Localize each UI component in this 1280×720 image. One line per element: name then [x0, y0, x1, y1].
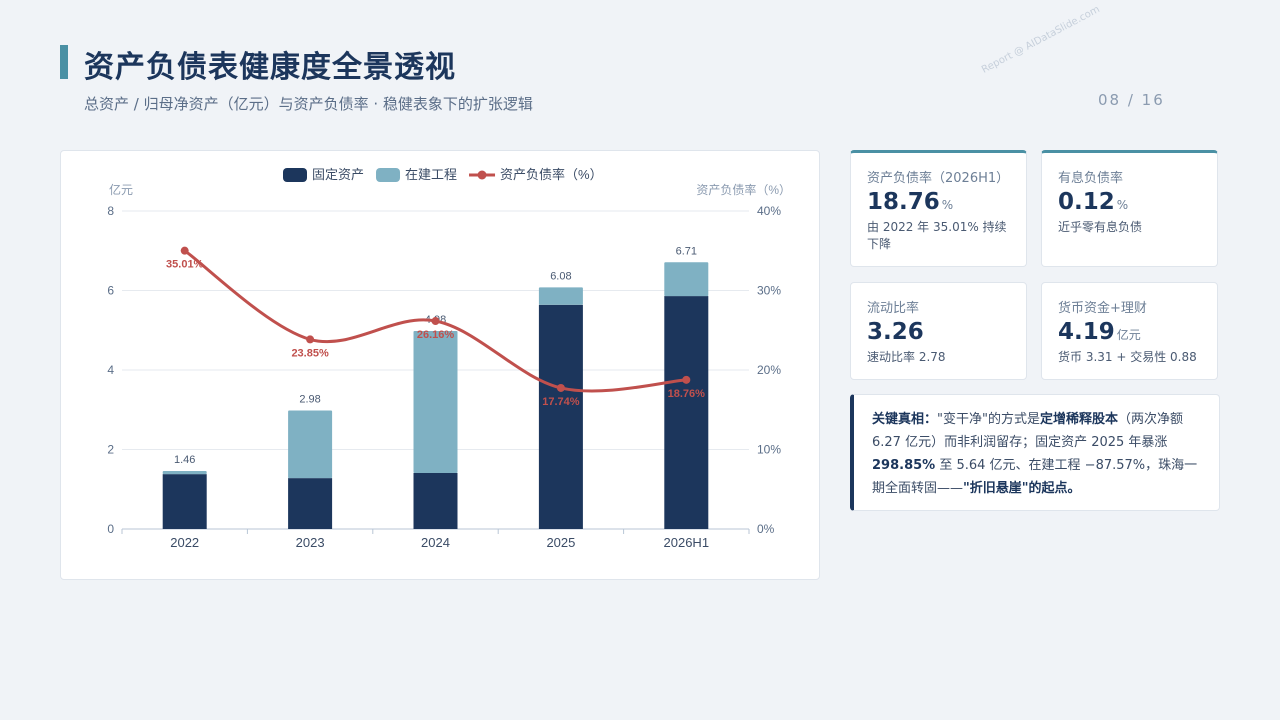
y2-tick-label: 0% [757, 522, 775, 536]
watermark: Report @ AIDataSlide.com [980, 3, 1102, 76]
y-tick-label: 8 [107, 204, 114, 218]
metric-unit: % [941, 198, 954, 212]
bar-construction [413, 331, 458, 473]
insight-emphasis: "折旧悬崖"的起点。 [963, 481, 1081, 496]
bar-fixed-assets [538, 304, 583, 529]
insight-text: （两次净额 6.27 亿元）而非利润留存；固定资产 2025 年暴涨 [872, 412, 1184, 450]
chart-card: 0 2 4 6 8 0% 10% 20% 30% 40% 亿元 资产负债率（%） 1.46 2022 2.9… [60, 150, 820, 580]
legend-label: 在建工程 [405, 167, 457, 182]
bar-total-label: 2.98 [299, 394, 320, 406]
x-tick-label: 2026H1 [664, 535, 710, 550]
metric-note: 速动比率 2.78 [867, 350, 946, 364]
legend-label: 固定资产 [312, 167, 364, 182]
metric-value-row: 18.76% [867, 189, 1010, 215]
metric-value: 0.12 [1058, 189, 1115, 215]
bar-fixed-assets [413, 472, 458, 529]
metric-label: 有息负债率 [1058, 171, 1124, 186]
page-title: 资产负债表健康度全景透视 [84, 50, 456, 85]
metric-note: 近乎零有息负债 [1058, 220, 1143, 234]
ratio-point [180, 246, 189, 255]
bar-total-label: 1.46 [174, 454, 195, 466]
y2-tick-label: 40% [757, 204, 781, 218]
ratio-point [431, 317, 440, 326]
y-tick-label: 2 [107, 443, 114, 457]
legend-marker [477, 170, 487, 180]
y2-axis-title: 资产负债率（%） [696, 182, 791, 197]
metric-unit: 亿元 [1116, 328, 1141, 342]
ratio-point [682, 375, 691, 384]
metric-card-cash: 货币资金+理财 4.19 亿元 货币 3.31 + 交易性 0.88 [1041, 282, 1218, 380]
metric-value: 18.76 [867, 189, 940, 215]
page-subtitle: 总资产 / 归母净资产（亿元）与资产负债率 · 稳健表象下的扩张逻辑 [84, 95, 533, 113]
legend-swatch [283, 168, 307, 182]
metric-label: 货币资金+理财 [1058, 301, 1147, 316]
x-tick-label: 2024 [421, 535, 450, 550]
combo-chart: 0 2 4 6 8 0% 10% 20% 30% 40% 亿元 资产负债率（%） 1.46 2022 2.9… [107, 167, 791, 550]
insight-callout: 关键真相："变干净"的方式是定增稀释股本（两次净额 6.27 亿元）而非利润留存… [850, 394, 1220, 511]
metric-card-interest-debt: 有息负债率 0.12% 近乎零有息负债 [1041, 150, 1218, 267]
metric-value-row: 3.26 [867, 319, 1010, 345]
metric-label: 资产负债率（2026H1） [867, 171, 1010, 186]
insight-emphasis: 定增稀释股本 [1039, 412, 1118, 427]
bar-construction [288, 410, 333, 479]
x-tick-label: 2025 [546, 535, 575, 550]
insight-lead: 关键真相： [872, 412, 938, 427]
bar-total-label: 6.08 [550, 270, 571, 282]
metric-value-row: 4.19 亿元 [1058, 319, 1201, 345]
bar-total-label: 6.71 [676, 245, 697, 257]
insight-text: 至 5.64 亿元、在建工程 −87.57%，珠海一期全面转固—— [872, 458, 1198, 496]
y-tick-label: 6 [107, 284, 114, 298]
bar-fixed-assets [288, 478, 333, 529]
legend-label: 资产负债率（%） [500, 167, 603, 182]
bar-fixed-assets [162, 474, 207, 529]
ratio-label: 35.01% [166, 259, 204, 271]
legend-swatch [376, 168, 401, 182]
bar-construction [162, 470, 207, 475]
ratio-point [556, 383, 565, 392]
metric-value-row: 0.12% [1058, 189, 1201, 215]
bar-construction [538, 287, 583, 305]
y-axis-title: 亿元 [109, 182, 133, 197]
page-number: 08 / 16 [1098, 91, 1165, 109]
metric-note: 货币 3.31 + 交易性 0.88 [1058, 350, 1197, 364]
metric-value: 4.19 [1058, 319, 1115, 345]
metric-card-current-ratio: 流动比率 3.26 速动比率 2.78 [850, 282, 1027, 380]
y-tick-label: 4 [107, 363, 114, 377]
metric-note: 由 2022 年 35.01% 持续下降 [867, 220, 1007, 251]
x-tick-label: 2022 [170, 535, 199, 550]
insight-emphasis: 298.85% [872, 458, 936, 473]
title-accent-bar [60, 45, 68, 79]
ratio-label: 18.76% [668, 388, 706, 400]
y2-tick-label: 30% [757, 284, 781, 298]
metric-value: 3.26 [867, 319, 924, 345]
ratio-point [306, 335, 315, 344]
bar-construction [664, 262, 709, 297]
x-tick-label: 2023 [296, 535, 325, 550]
y2-tick-label: 10% [757, 443, 781, 457]
bar-fixed-assets [664, 296, 709, 529]
ratio-label: 23.85% [291, 347, 329, 359]
insight-text: "变干净"的方式是 [937, 412, 1040, 427]
ratio-label: 17.74% [542, 396, 580, 408]
metric-unit: % [1116, 198, 1129, 212]
metric-label: 流动比率 [867, 301, 920, 316]
ratio-label: 26.16% [417, 329, 455, 341]
y-tick-label: 0 [107, 522, 114, 536]
y2-tick-label: 20% [757, 363, 781, 377]
metric-card-debt-ratio: 资产负债率（2026H1） 18.76% 由 2022 年 35.01% 持续下… [850, 150, 1027, 267]
